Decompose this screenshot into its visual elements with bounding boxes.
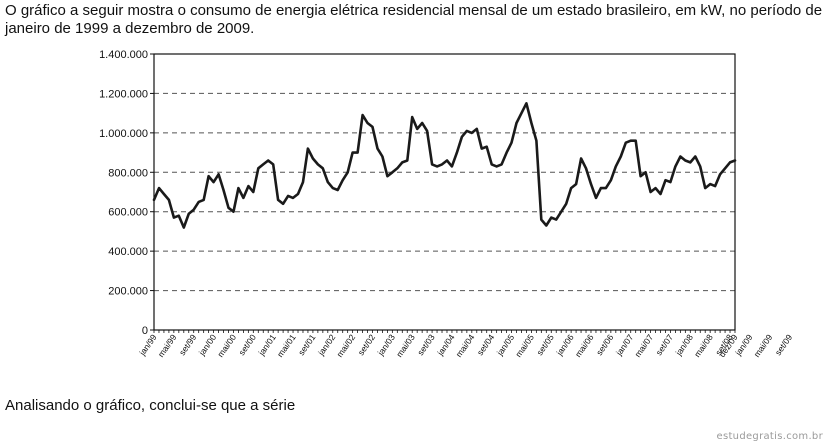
chart: 0 200.000 400.000 600.000 800.000 1.000.000 1.… xyxy=(99,49,795,359)
x-tick-label: set/04 xyxy=(475,332,497,357)
y-tick-label: 400.000 xyxy=(108,246,148,258)
x-tick-label: set/00 xyxy=(236,332,258,357)
y-tick-label: 200.000 xyxy=(108,286,148,298)
series-line xyxy=(152,102,737,229)
x-tick-label: mai/04 xyxy=(454,332,477,359)
y-tick-label: 1.400.000 xyxy=(99,49,148,61)
x-tick-label: set/03 xyxy=(415,332,437,357)
question-text: Analisando o gráfico, conclui-se que a s… xyxy=(5,397,296,414)
x-tick-label: mai/09 xyxy=(752,332,775,359)
x-tick-label: mai/03 xyxy=(394,332,417,359)
x-tick-label: set/99 xyxy=(177,332,199,357)
plot-frame xyxy=(153,53,736,331)
x-tick-label: set/05 xyxy=(534,332,556,357)
x-tick-label: mai/08 xyxy=(692,332,715,359)
x-tick-label: set/06 xyxy=(594,332,616,357)
y-tick-label: 800.000 xyxy=(108,167,148,179)
x-tick-label: set/07 xyxy=(654,332,676,357)
line-chart: 0 200.000 400.000 600.000 800.000 1.000.000 1.… xyxy=(99,49,795,359)
x-tick-label: set/02 xyxy=(356,332,378,357)
x-tick-label: mai/02 xyxy=(334,332,357,359)
x-tick-label: mai/07 xyxy=(632,332,655,359)
x-tick-label: set/01 xyxy=(296,332,318,357)
y-tick-label: 1.000.000 xyxy=(99,128,148,140)
x-tick-label: mai/05 xyxy=(513,332,536,359)
x-tick-label: set/09 xyxy=(773,332,795,357)
y-tick-label: 600.000 xyxy=(108,207,148,219)
intro-text: O gráfico a seguir mostra o consumo de e… xyxy=(5,2,823,37)
x-tick-label: mai/06 xyxy=(573,332,596,359)
y-tick-label: 0 xyxy=(142,325,148,337)
x-tick-label: mai/01 xyxy=(275,332,298,359)
y-tick-label: 1.200.000 xyxy=(99,88,148,100)
x-tick-label: mai/99 xyxy=(156,332,179,359)
watermark: estudegratis.com.br xyxy=(716,431,823,442)
x-tick-label: mai/00 xyxy=(215,332,238,359)
